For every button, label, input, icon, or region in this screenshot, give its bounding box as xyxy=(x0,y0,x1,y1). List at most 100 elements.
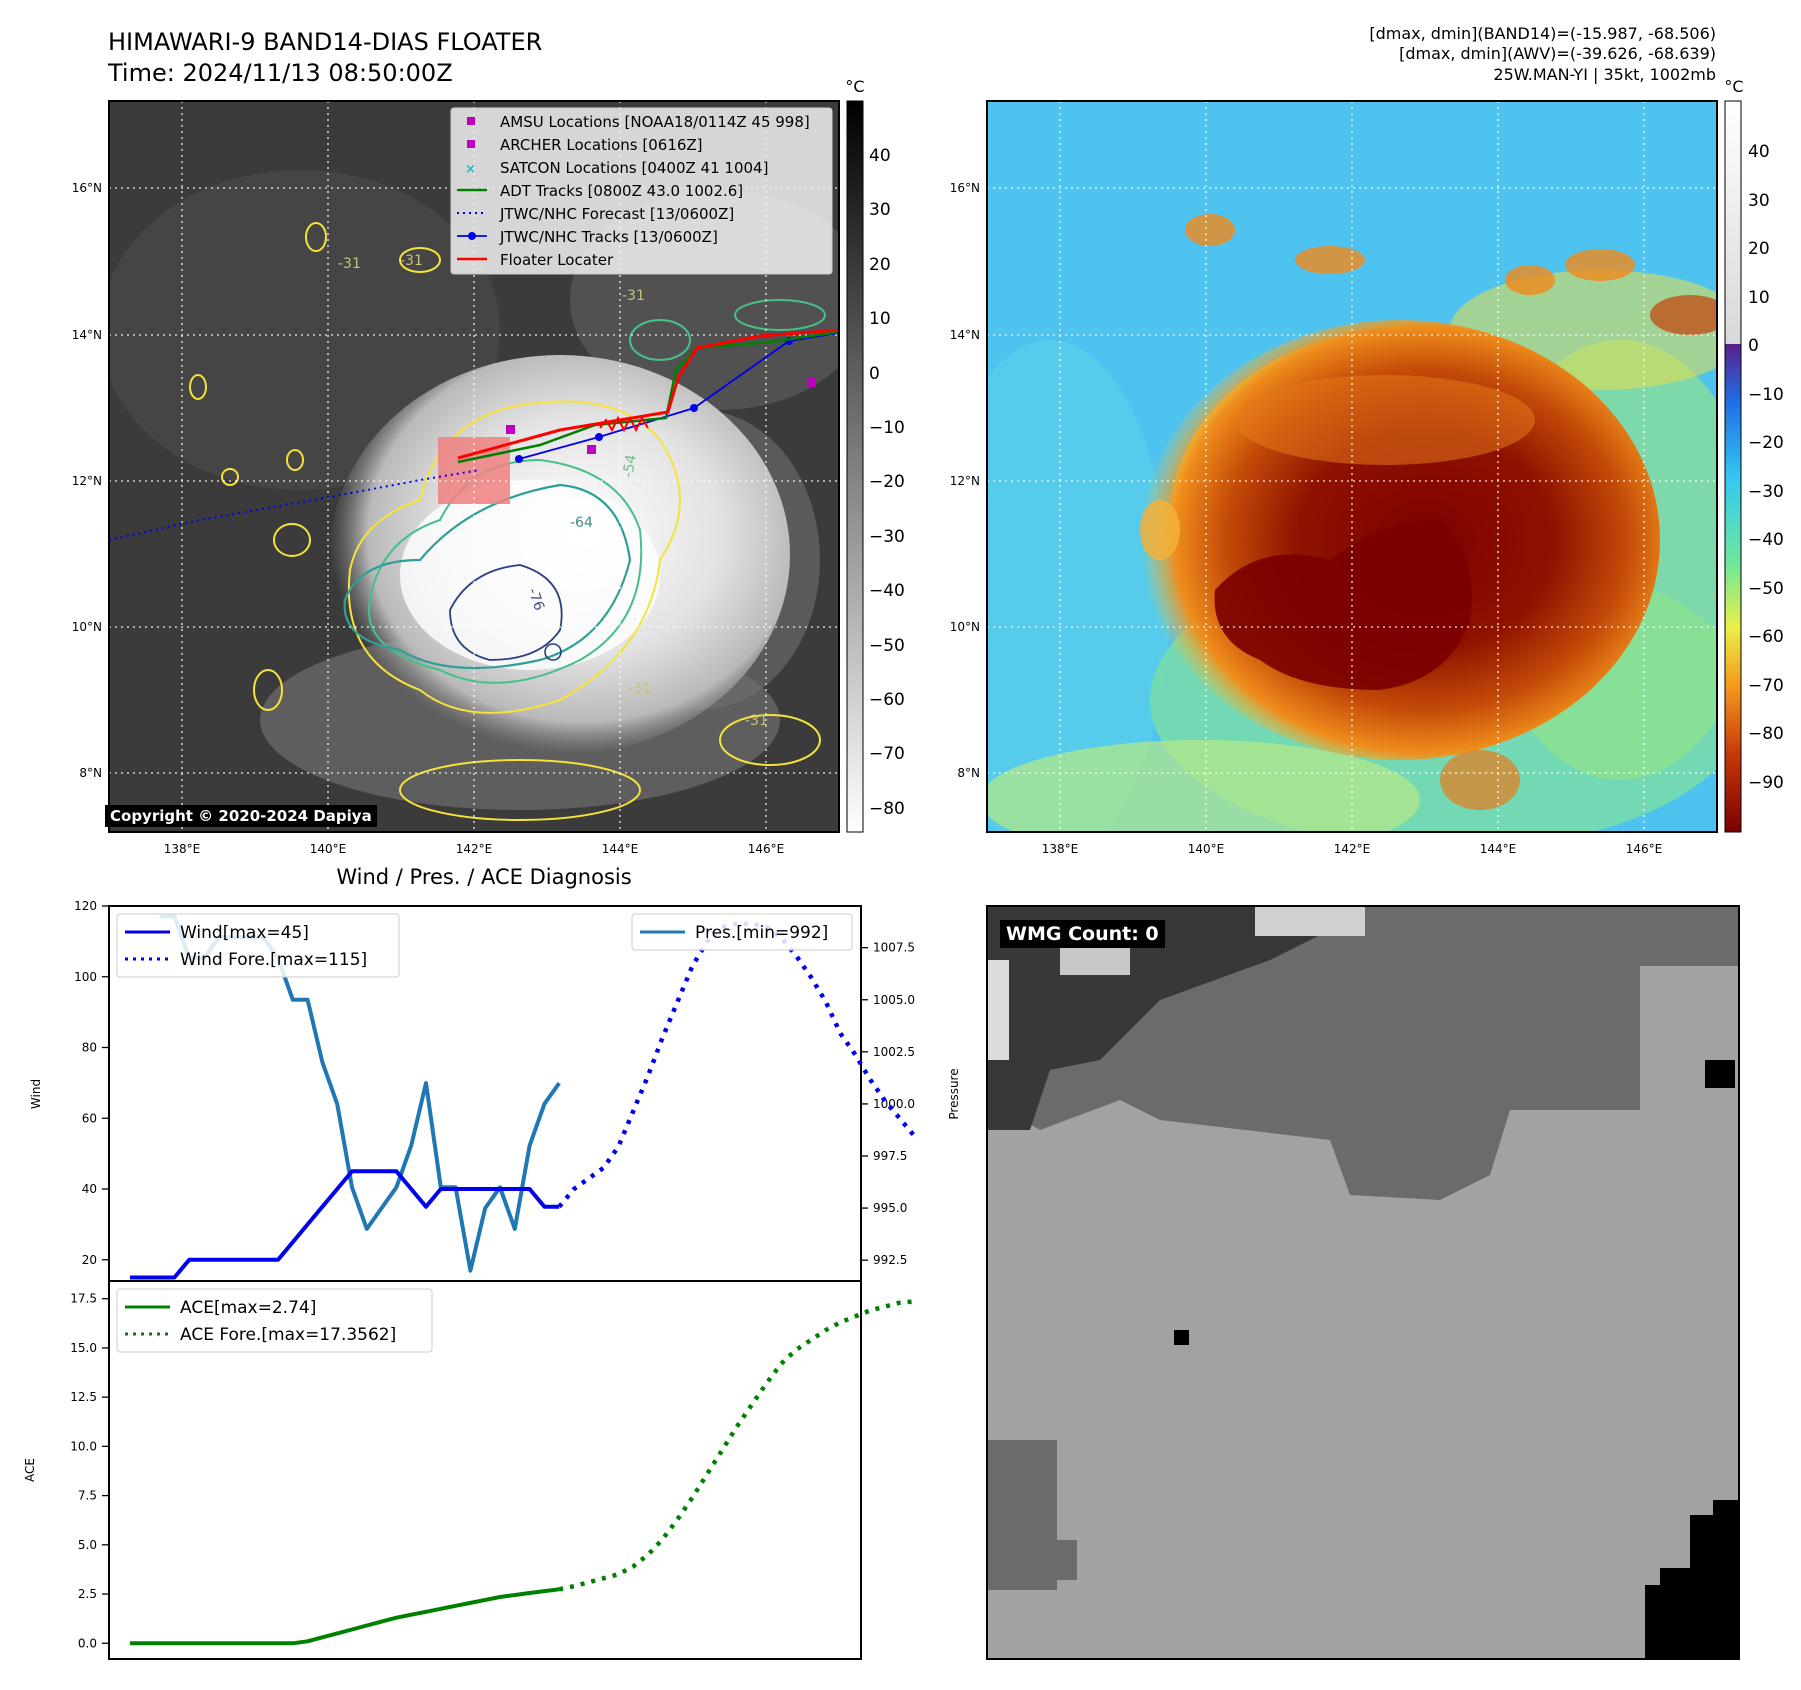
band14-range: [dmax, dmin](BAND14)=(-15.987, -68.506) xyxy=(1369,24,1716,43)
y-tick-label: 120 xyxy=(74,899,97,913)
svg-text:−40: −40 xyxy=(869,581,905,601)
contour-label: -76 xyxy=(524,586,547,613)
contour-label: -31 xyxy=(400,253,423,269)
ace-lines xyxy=(130,1299,915,1646)
svg-text:0: 0 xyxy=(869,364,880,384)
svg-text:30: 30 xyxy=(869,200,891,220)
jtwc-forecast-track xyxy=(109,469,481,541)
svg-text:138°E: 138°E xyxy=(1042,842,1079,856)
ace-y-axis: 0.0 2.5 5.0 7.5 10.0 12.5 15.0 17.5 xyxy=(70,1292,109,1650)
copyright-badge: Copyright © 2020-2024 Dapiya xyxy=(105,805,377,827)
svg-text:16°N: 16°N xyxy=(950,181,980,195)
y-tick-label: 12.5 xyxy=(70,1390,97,1404)
svg-text:14°N: 14°N xyxy=(950,328,980,342)
svg-text:142°E: 142°E xyxy=(1334,842,1371,856)
svg-text:−60: −60 xyxy=(1748,627,1784,647)
ir-map-panel: -31 -31 -31 -31 -31 -54 -64 -76 xyxy=(72,100,840,856)
y-tick-label: 17.5 xyxy=(70,1292,97,1306)
ir-lon-ticks: 138°E 140°E 142°E 144°E 146°E xyxy=(164,842,785,856)
svg-text:40: 40 xyxy=(1748,142,1770,162)
svg-text:140°E: 140°E xyxy=(310,842,347,856)
y-tick-label: 1007.5 xyxy=(873,941,915,955)
svg-text:0: 0 xyxy=(1748,336,1759,356)
ir-lat-ticks: 16°N 14°N 12°N 10°N 8°N xyxy=(72,181,102,780)
svg-text:20: 20 xyxy=(1748,239,1770,259)
svg-text:20: 20 xyxy=(869,255,891,275)
svg-text:142°E: 142°E xyxy=(456,842,493,856)
svg-text:−80: −80 xyxy=(1748,724,1784,744)
legend-archer: ARCHER Locations [0616Z] xyxy=(500,136,703,154)
wind-forecast-legend-label: Wind Fore.[max=115] xyxy=(180,950,367,970)
awv-colorbar: °C 40 30 20 10 0 −10 −20 −30 −40 −50 −60… xyxy=(1724,77,1784,833)
svg-text:14°N: 14°N xyxy=(72,328,102,342)
ace-line xyxy=(130,1587,560,1646)
wind-legend: Wind[max=45] Wind Fore.[max=115] xyxy=(116,913,400,978)
y-tick-label: 15.0 xyxy=(70,1341,97,1355)
svg-text:−70: −70 xyxy=(869,744,905,764)
svg-text:−10: −10 xyxy=(1748,385,1784,405)
contour-label: -64 xyxy=(570,515,593,531)
svg-text:−90: −90 xyxy=(1748,773,1784,793)
svg-text:30: 30 xyxy=(1748,191,1770,211)
y-tick-label: 2.5 xyxy=(78,1587,97,1601)
svg-text:10°N: 10°N xyxy=(72,620,102,634)
y-tick-label: 20 xyxy=(82,1253,97,1267)
svg-text:140°E: 140°E xyxy=(1188,842,1225,856)
ir-legend: AMSU Locations [NOAA18/0114Z 45 998] ARC… xyxy=(450,107,833,275)
contour-teal xyxy=(343,483,632,670)
svg-text:10: 10 xyxy=(1748,288,1770,308)
contour-label: -31 xyxy=(622,288,645,304)
figure-title: HIMAWARI-9 BAND14-DIAS FLOATER xyxy=(108,28,542,56)
svg-text:144°E: 144°E xyxy=(602,842,639,856)
wind-legend-label: Wind[max=45] xyxy=(180,923,309,943)
svg-text:138°E: 138°E xyxy=(164,842,201,856)
wind-axis-label: Wind xyxy=(29,1079,43,1109)
svg-text:−20: −20 xyxy=(869,472,905,492)
wind-pressure-chart: 20 40 60 80 100 120 992.5 995.0 997.5 1000.0 1002… xyxy=(29,899,961,1282)
legend-satcon: SATCON Locations [0400Z 41 1004] xyxy=(500,159,768,177)
svg-text:−30: −30 xyxy=(869,527,905,547)
awv-lon-ticks: 138°E 140°E 142°E 144°E 146°E xyxy=(1042,842,1663,856)
y-tick-label: 1005.0 xyxy=(873,993,915,1007)
legend-floater: Floater Locater xyxy=(500,251,614,269)
storm-info: 25W.MAN-YI | 35kt, 1002mb xyxy=(1493,65,1716,84)
awv-colorbar-ticks: 40 30 20 10 0 −10 −20 −30 −40 −50 −60 −7… xyxy=(1748,142,1784,793)
svg-text:8°N: 8°N xyxy=(957,766,980,780)
y-tick-label: 992.5 xyxy=(873,1253,907,1267)
awv-lat-ticks: 16°N 14°N 12°N 10°N 8°N xyxy=(950,181,980,780)
wmg-black-cell xyxy=(1705,1060,1735,1088)
y-tick-label: 1002.5 xyxy=(873,1045,915,1059)
wind-y-axis: 20 40 60 80 100 120 xyxy=(74,899,109,1267)
ace-forecast-line xyxy=(558,1299,915,1592)
ace-axis-label: ACE xyxy=(23,1458,37,1482)
legend-adt: ADT Tracks [0800Z 43.0 1002.6] xyxy=(500,182,743,200)
pressure-y-axis: 992.5 995.0 997.5 1000.0 1002.5 1005.0 1007.5 xyxy=(861,941,915,1267)
ace-forecast-legend-label: ACE Fore.[max=17.3562] xyxy=(180,1325,396,1345)
figure-time: Time: 2024/11/13 08:50:00Z xyxy=(107,59,453,87)
svg-text:146°E: 146°E xyxy=(1626,842,1663,856)
svg-text:8°N: 8°N xyxy=(79,766,102,780)
svg-text:10°N: 10°N xyxy=(950,620,980,634)
amsu-location xyxy=(807,378,816,387)
y-tick-label: 10.0 xyxy=(70,1439,97,1453)
y-tick-label: 5.0 xyxy=(78,1538,97,1552)
satcon-x-icon: × xyxy=(465,162,476,177)
svg-text:−30: −30 xyxy=(1748,482,1784,502)
ace-legend-label: ACE[max=2.74] xyxy=(180,1298,316,1318)
y-tick-label: 60 xyxy=(82,1111,97,1125)
svg-text:12°N: 12°N xyxy=(72,474,102,488)
wmg-panel xyxy=(986,905,1740,1660)
svg-text:−60: −60 xyxy=(869,690,905,710)
y-tick-label: 997.5 xyxy=(873,1149,907,1163)
svg-text:−50: −50 xyxy=(869,636,905,656)
diagnosis-title: Wind / Pres. / ACE Diagnosis xyxy=(336,865,631,889)
contour-yellow xyxy=(347,400,681,714)
gray-colorbar-unit: °C xyxy=(845,77,864,96)
pressure-legend-label: Pres.[min=992] xyxy=(695,923,828,943)
ace-legend: ACE[max=2.74] ACE Fore.[max=17.3562] xyxy=(116,1288,433,1353)
gray-colorbar-ticks: 40 30 20 10 0 −10 −20 −30 −40 −50 −60 −7… xyxy=(869,146,905,819)
y-tick-label: 80 xyxy=(82,1041,97,1055)
pressure-legend: Pres.[min=992] xyxy=(631,913,853,951)
svg-text:−70: −70 xyxy=(1748,676,1784,696)
